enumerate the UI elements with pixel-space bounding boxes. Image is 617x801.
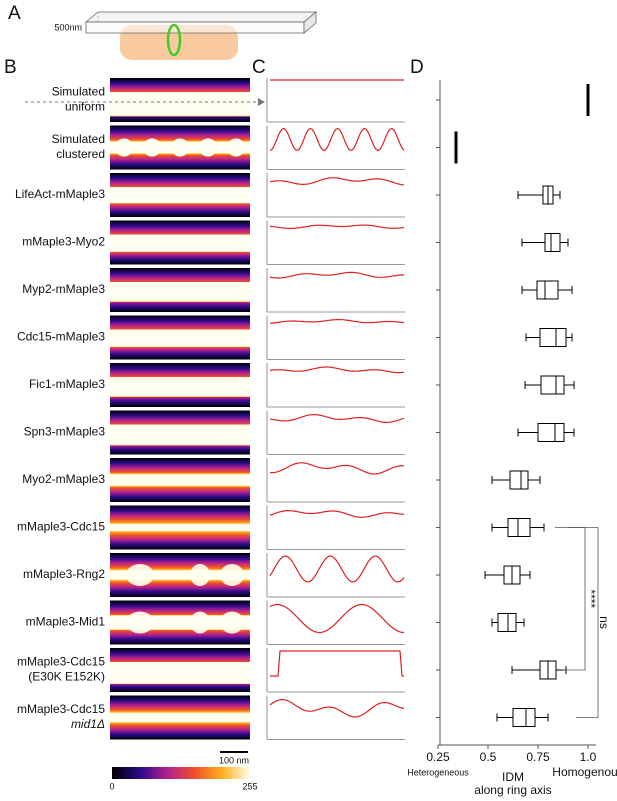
cluster xyxy=(220,611,244,634)
row-label: mMaple3-Rng2 xyxy=(23,567,105,581)
trace xyxy=(269,127,405,152)
heatmap xyxy=(110,410,250,455)
cluster xyxy=(190,564,210,586)
x-axis-label: IDM xyxy=(502,770,524,784)
box xyxy=(509,470,529,490)
row-label: Spn3-mMaple3 xyxy=(24,425,106,439)
row-label: Myp2-mMaple3 xyxy=(22,282,105,296)
box xyxy=(537,423,565,442)
bracket xyxy=(555,527,586,671)
x-axis-label: along ring axis xyxy=(474,783,551,797)
heatmap xyxy=(110,695,250,740)
colorbar-max: 255 xyxy=(242,781,257,791)
row-label: uniform xyxy=(65,100,105,114)
box xyxy=(544,233,561,252)
heatmap xyxy=(110,220,250,265)
heatmap xyxy=(110,78,250,122)
box xyxy=(507,518,531,537)
heatmap xyxy=(110,315,250,360)
bracket xyxy=(568,527,599,718)
trace xyxy=(269,224,405,229)
box xyxy=(497,613,517,632)
right-note: Homogenous xyxy=(552,765,617,779)
heatmaps xyxy=(110,78,250,740)
arrow-head xyxy=(258,98,265,106)
heatmap xyxy=(110,648,250,692)
panel-label: B xyxy=(4,57,17,78)
row-label: Myo2-mMaple3 xyxy=(22,472,105,486)
cluster xyxy=(199,138,217,157)
x-tick-label: 0.25 xyxy=(426,750,450,764)
cluster xyxy=(115,138,133,157)
trace xyxy=(270,650,404,677)
thickness-label: 500nm xyxy=(54,22,82,32)
trace xyxy=(269,509,405,518)
profiles xyxy=(266,78,405,740)
trace xyxy=(269,413,405,423)
x-tick-label: 1.0 xyxy=(580,750,597,764)
heatmap xyxy=(110,268,250,312)
colorbar xyxy=(112,767,250,779)
heatmap xyxy=(110,458,250,502)
cluster xyxy=(171,138,189,157)
heatmap xyxy=(110,505,250,550)
left-note: Heterogeneous xyxy=(407,767,469,777)
row-label: Cdc15-mMaple3 xyxy=(17,330,105,344)
x-tick-label: 0.75 xyxy=(526,750,550,764)
row-label: Simulated xyxy=(52,132,105,146)
row-labels: SimulateduniformSimulatedclusteredLifeAc… xyxy=(15,85,105,732)
colorbar-min: 0 xyxy=(109,781,114,791)
cluster xyxy=(126,611,154,634)
x-tick-label: 0.5 xyxy=(480,750,497,764)
trace xyxy=(269,603,405,634)
heatmap xyxy=(110,363,250,407)
box xyxy=(539,328,567,347)
panel-label: C xyxy=(252,57,266,78)
cluster xyxy=(220,564,244,586)
bracket-label: ns xyxy=(597,616,611,629)
cluster xyxy=(143,138,161,157)
cluster xyxy=(126,564,154,586)
trace xyxy=(269,271,405,279)
row-label: mMaple3-Cdc15 xyxy=(17,520,105,534)
trace xyxy=(269,698,405,718)
row-label: Simulated xyxy=(52,85,105,99)
row-label: (E30K E152K) xyxy=(28,670,105,684)
row-label: Fic1-mMaple3 xyxy=(29,377,105,391)
box xyxy=(512,708,536,727)
row-label: mMaple3-Myo2 xyxy=(22,235,105,249)
cluster xyxy=(190,611,210,634)
row-label: LifeAct-mMaple3 xyxy=(15,187,105,201)
scale-bar-label: 100 nm xyxy=(219,755,249,765)
heatmap xyxy=(110,173,250,217)
row-label: mMaple3-Mid1 xyxy=(26,615,106,629)
panel-label: A xyxy=(8,3,21,24)
trace xyxy=(269,366,405,374)
cluster xyxy=(227,138,245,157)
box xyxy=(540,375,565,395)
trace xyxy=(269,555,405,583)
trace xyxy=(269,462,405,475)
box xyxy=(536,280,559,300)
bracket-label: **** xyxy=(584,589,598,608)
row-label: clustered xyxy=(56,147,105,161)
panel-label: D xyxy=(410,57,424,78)
row-label: mMaple3-Cdc15 xyxy=(17,702,105,716)
row-label: mid1Δ xyxy=(71,717,105,731)
row-label: mMaple3-Cdc15 xyxy=(17,655,105,669)
trace xyxy=(269,319,405,324)
trace xyxy=(269,177,405,186)
slab-diagram xyxy=(84,11,318,60)
